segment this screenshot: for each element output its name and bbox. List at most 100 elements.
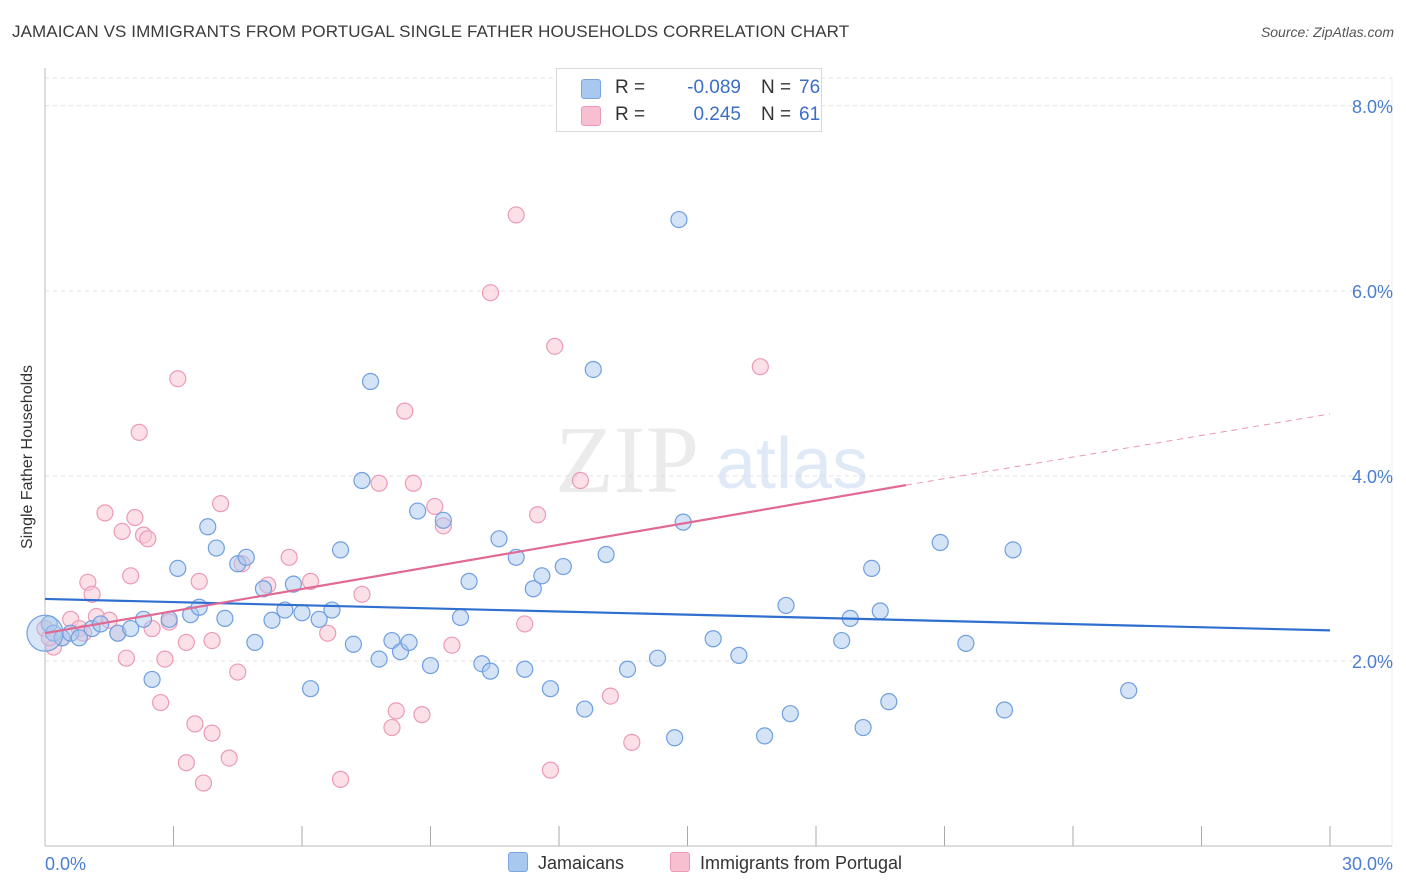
jamaican-point [863,559,881,578]
portugal-point [280,548,298,566]
portugal-point [528,506,547,524]
legend-swatch-jamaicans [508,852,528,872]
axes [44,68,1392,847]
jamaican-point [957,634,975,652]
portugal-point [96,504,114,522]
jamaican-point [1004,541,1022,559]
portugal-point [571,471,590,490]
legend-swatch-portugal [670,852,690,872]
jamaican-point [143,670,161,689]
portugal-point [383,718,401,737]
jamaican-point [421,656,440,675]
portugal-point [220,749,238,767]
jamaican-trend-line [44,597,1331,632]
x-tick-label: 0.0% [45,854,86,874]
trend-lines [44,413,1331,635]
portugal-trend-line [44,484,907,635]
legend-swatch-portugal [581,106,601,126]
jamaican-point [854,718,872,737]
portugal-point [117,649,135,667]
correlation-legend: R = -0.089 N = 76 R = 0.245 N = 61 [556,68,822,132]
portugal-point [751,358,769,376]
portugal-point [331,770,350,788]
portugal-point [481,284,500,302]
jamaican-point [276,601,294,619]
portugal-point [229,663,247,681]
watermark-atlas: atlas [716,424,868,504]
portugal-point [319,624,337,642]
portugal-point [194,774,213,792]
jamaican-point [207,539,225,557]
jamaican-point [666,729,684,747]
portugal-point [139,530,157,548]
jamaican-point [237,548,255,566]
portugal-point [413,706,431,724]
legend-r-value: 0.245 [693,104,741,125]
portugal-point [203,631,221,650]
jamaican-point [400,633,418,652]
jamaican-point [199,518,217,536]
jamaican-point [263,611,281,629]
portugal-point [404,474,422,492]
jamaican-point [344,635,362,653]
y-tick-label: 8.0% [1352,97,1393,117]
portugal-point [601,687,620,705]
jamaican-point [597,545,615,564]
jamaican-point [323,601,341,619]
portugal-point [507,206,525,224]
jamaican-point [254,580,273,598]
jamaican-point [216,609,234,627]
portugal-point [177,754,195,772]
jamaican-point [169,559,187,578]
jamaican-point [533,567,551,585]
jamaican-point [648,649,667,667]
portugal-point [130,423,148,441]
portugal-point [190,572,208,590]
jamaican-point [370,650,388,668]
portugal-point [169,370,187,388]
jamaican-point [584,360,602,379]
legend-r-label: R = [615,77,646,98]
chart-title: JAMAICAN VS IMMIGRANTS FROM PORTUGAL SIN… [12,22,850,41]
jamaican-point [293,604,311,622]
jamaican-point [554,557,572,576]
jamaican-point [704,630,722,648]
jamaican-point [670,210,688,229]
legend-n-label: N = [761,104,792,125]
jamaican-point [481,662,500,680]
portugal-point [541,761,560,779]
jamaican-point [460,572,478,590]
tick-labels: 2.0% 4.0% 6.0% 8.0% 0.0% 30.0% [45,97,1393,874]
portugal-point [370,474,388,492]
jamaican-point [995,701,1014,719]
jamaican-point [781,705,799,723]
jamaican-point [880,693,898,711]
legend-n-value: 76 [799,77,821,98]
legend-n-value: 61 [799,104,821,125]
y-tick-label: 4.0% [1352,467,1393,487]
bottom-legend-portugal: Immigrants from Portugal [670,852,902,874]
watermark: ZIP atlas [555,406,868,513]
portugal-point [156,650,174,668]
jamaican-point [353,471,371,490]
jamaican-point [1120,681,1138,700]
portugal-trend-extension [905,413,1331,486]
jamaican-point [516,660,534,678]
jamaican-point [134,610,153,628]
watermark-zip: ZIP [555,406,699,513]
jamaican-point [730,646,748,664]
portugal-point [443,636,461,654]
portugal-point [301,572,320,590]
jamaican-point [871,602,889,620]
jamaican-points [26,210,1138,747]
portugal-point [396,402,414,420]
jamaican-point [618,660,637,678]
portugal-point [212,495,230,513]
portugal-point [126,508,144,527]
portugal-point [387,702,405,720]
bottom-legend-jamaicans: Jamaicans [508,852,624,874]
legend-r-value: -0.089 [687,77,741,98]
jamaican-point [576,700,594,718]
portugal-point [516,615,534,633]
